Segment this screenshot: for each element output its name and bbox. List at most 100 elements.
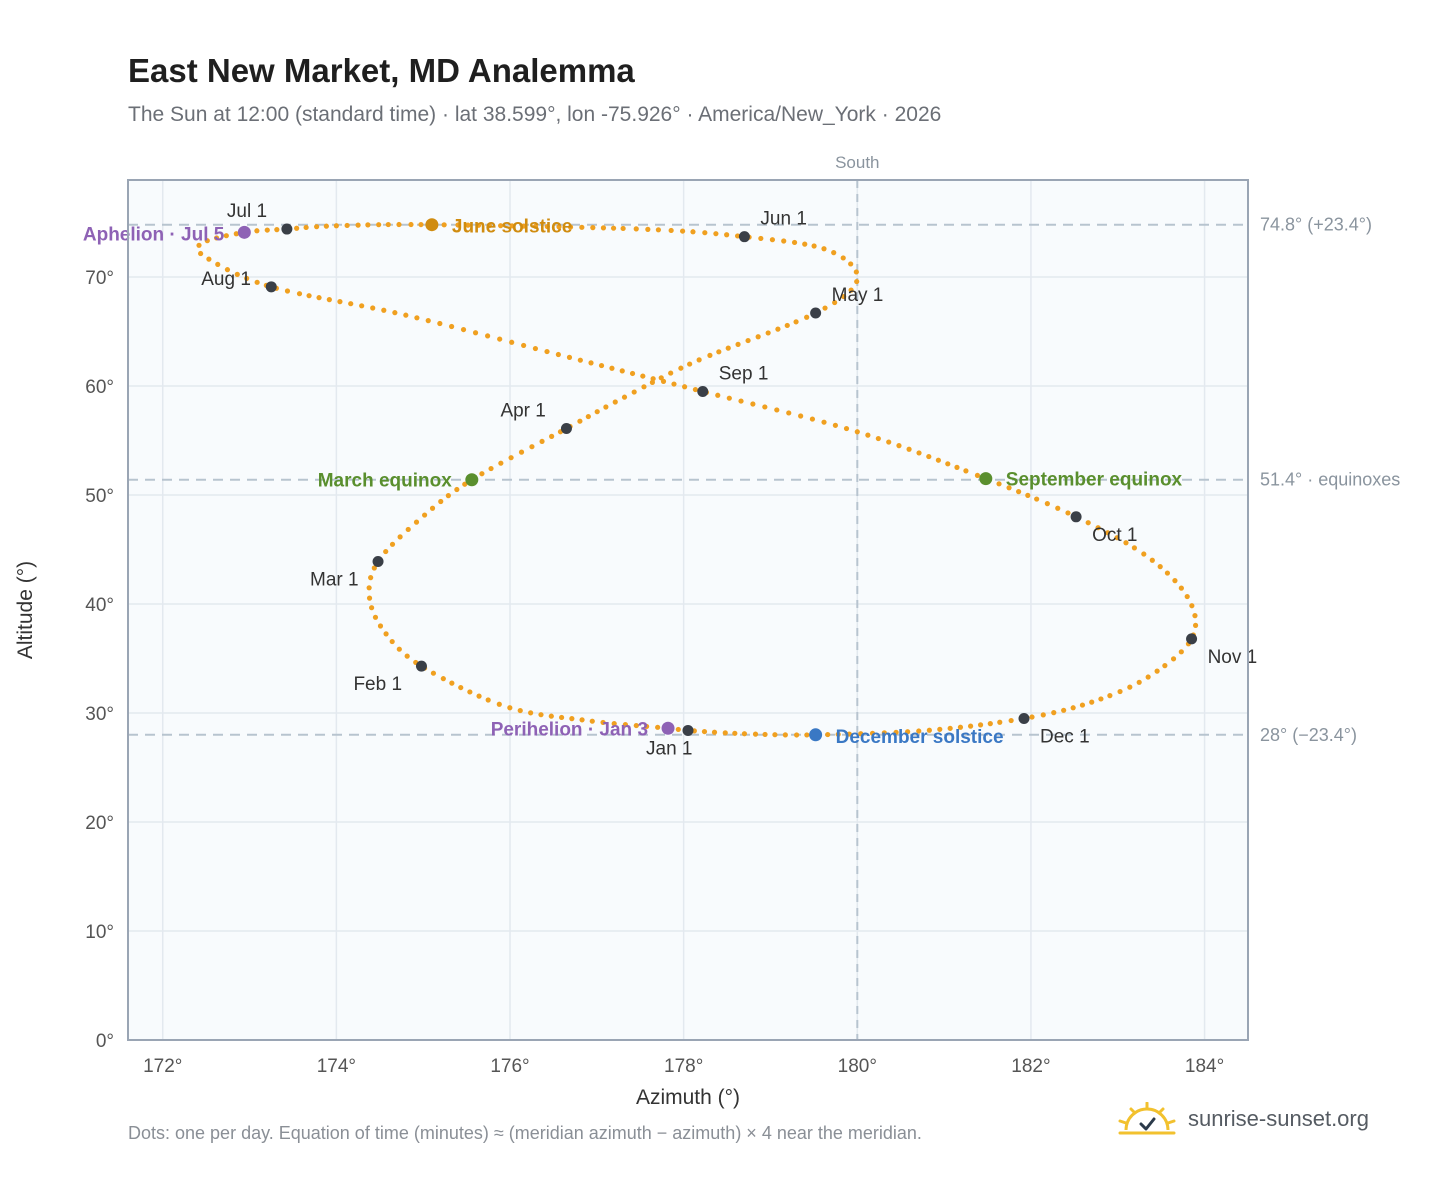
daily-dot — [589, 718, 595, 724]
event-marker — [237, 225, 251, 239]
daily-dot — [397, 534, 403, 540]
month-label: Jan 1 — [646, 738, 692, 759]
daily-dot — [722, 730, 728, 736]
daily-dot — [713, 231, 719, 237]
daily-dot — [215, 261, 221, 268]
daily-dot — [544, 223, 550, 230]
event-label: June solstice — [452, 217, 572, 238]
daily-dot — [738, 398, 744, 404]
daily-dot — [496, 701, 502, 707]
daily-dot — [926, 453, 932, 460]
daily-dot — [566, 354, 573, 360]
daily-dot — [774, 407, 780, 413]
daily-dot — [333, 223, 339, 229]
daily-dot — [875, 435, 881, 442]
daily-dot — [389, 541, 396, 547]
daily-dot — [696, 357, 702, 363]
x-tick-label: 182° — [1011, 1056, 1050, 1077]
daily-dot — [254, 228, 260, 234]
month-label: Jul 1 — [227, 201, 267, 222]
month-marker — [697, 385, 709, 397]
daily-dot — [486, 222, 492, 229]
daily-dot — [455, 222, 461, 228]
y-tick-label: 0° — [96, 1031, 114, 1052]
daily-dot — [518, 449, 525, 455]
daily-dot — [233, 231, 239, 237]
daily-dot — [660, 378, 667, 384]
x-tick-label: 180° — [838, 1056, 877, 1077]
daily-dot — [264, 227, 270, 233]
daily-dot — [603, 404, 609, 410]
daily-dot — [987, 721, 993, 727]
daily-dot — [403, 312, 409, 318]
daily-dot — [507, 705, 513, 711]
brand-logo[interactable]: sunrise-sunset.org — [1118, 1102, 1369, 1136]
daily-dot — [1029, 714, 1035, 720]
daily-dot — [967, 723, 974, 729]
daily-dot — [274, 227, 280, 233]
daily-dot — [1079, 702, 1086, 708]
daily-dot — [396, 646, 402, 652]
daily-dot — [449, 680, 455, 686]
daily-dot — [569, 716, 575, 722]
daily-dot — [893, 729, 899, 735]
month-marker — [560, 423, 572, 435]
data-markers: Jan 1 Feb 1 Mar 1 Apr 1 May 1 Jun 1 Jul 1 Aug 1… — [83, 201, 1257, 759]
daily-dot — [702, 230, 708, 236]
daily-dot — [337, 299, 343, 305]
daily-dot — [974, 472, 981, 479]
daily-dot — [896, 443, 902, 449]
event-label: March equinox — [318, 471, 453, 492]
daily-dot — [498, 460, 504, 466]
plot-background — [128, 180, 1248, 1040]
plot-border — [127, 179, 1249, 1041]
event-label: December solstice — [836, 727, 1004, 748]
daily-dot — [798, 413, 804, 419]
daily-dot — [370, 305, 376, 311]
daily-dot — [476, 693, 482, 699]
daily-dot — [1055, 505, 1061, 511]
daily-dot — [488, 465, 494, 472]
daily-dot — [848, 287, 854, 293]
daily-dot — [454, 486, 460, 493]
daily-dot — [611, 720, 617, 727]
daily-dot — [846, 731, 852, 737]
daily-dot — [517, 707, 523, 714]
daily-dot — [668, 370, 674, 376]
daily-dot — [544, 348, 550, 355]
daily-dot — [750, 401, 756, 407]
daily-dot — [716, 349, 722, 355]
daily-dot — [781, 238, 787, 244]
daily-dot — [355, 222, 361, 228]
daily-dot — [425, 317, 431, 324]
daily-dot — [371, 565, 377, 571]
daily-dot — [555, 351, 561, 358]
daily-dot — [396, 221, 402, 228]
daily-dot — [498, 223, 504, 229]
daily-dot — [678, 365, 684, 371]
month-marker — [682, 724, 694, 736]
daily-dot — [314, 224, 320, 230]
daily-dot — [365, 222, 371, 228]
daily-dot — [579, 224, 585, 230]
daily-dot — [734, 233, 741, 239]
daily-dot — [782, 732, 788, 738]
x-tick-label: 184° — [1185, 1056, 1224, 1077]
daily-dot — [832, 299, 838, 306]
daily-dot — [762, 404, 768, 410]
daily-dot — [772, 732, 778, 738]
daily-dot — [1016, 489, 1022, 495]
daily-dot — [1141, 551, 1147, 557]
daily-dot — [619, 368, 625, 374]
daily-dot — [853, 269, 859, 275]
daily-dot — [438, 498, 444, 505]
daily-dot — [303, 224, 309, 231]
daily-dot — [567, 224, 574, 230]
daily-dot — [306, 293, 312, 299]
event-marker — [465, 473, 479, 487]
daily-dot — [732, 730, 738, 736]
daily-dot — [585, 413, 591, 420]
daily-dot — [1008, 717, 1014, 724]
daily-dot — [326, 297, 332, 303]
daily-dot — [577, 418, 583, 424]
